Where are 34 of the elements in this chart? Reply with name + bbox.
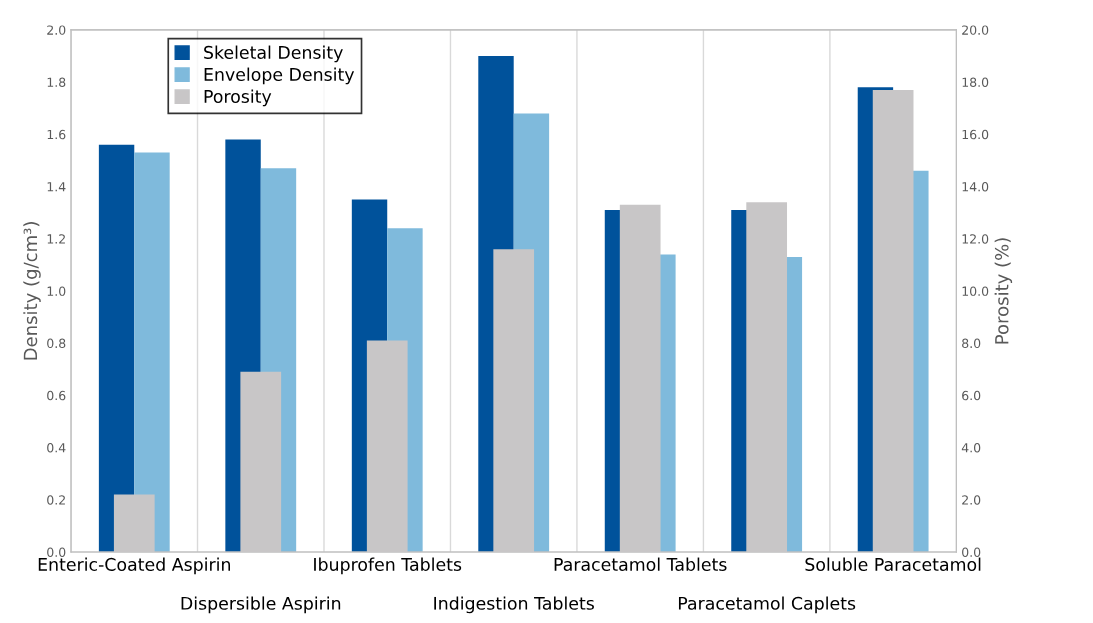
y-tick-label: 2.0 xyxy=(47,25,66,35)
y-tick-label: 0.6 xyxy=(47,390,66,401)
y2-tick-label: 16.0 xyxy=(962,129,989,140)
x-tick-label: Enteric-Coated Aspirin xyxy=(38,557,230,575)
y-tick-label: 1.8 xyxy=(47,77,66,88)
y2-tick-label: 6.0 xyxy=(962,390,981,401)
y-tick-label: 0.8 xyxy=(47,338,66,349)
y2-tick-label: 20.0 xyxy=(962,25,989,35)
y2-tick-label: 12.0 xyxy=(962,234,989,244)
y2-tick-label: 18.0 xyxy=(962,77,989,88)
y2-tick-label: 0.0 xyxy=(962,547,981,557)
y2-axis-title: Porosity (%) xyxy=(994,238,1013,344)
y-tick-label: 0.2 xyxy=(47,495,65,505)
y-axis-title: Density (g/cm³) xyxy=(23,222,41,360)
y2-tick-label: 2.0 xyxy=(962,495,981,505)
x-tick-label: Soluble Paracetamol xyxy=(805,557,981,571)
y-tick-label: 1.0 xyxy=(47,286,66,296)
x-tick-label: Paracetamol Tablets xyxy=(554,557,727,571)
legend-label: Envelope Density xyxy=(204,67,355,85)
y2-tick-label: 14.0 xyxy=(962,182,989,192)
legend-label: Porosity xyxy=(204,89,272,107)
y-tick-label: 0.4 xyxy=(47,443,66,453)
y-tick-label: 1.6 xyxy=(47,129,66,140)
y-tick-label: 1.4 xyxy=(47,182,66,192)
x-tick-label: Dispersible Aspirin xyxy=(181,596,341,614)
y2-tick-label: 4.0 xyxy=(961,443,981,453)
x-tick-label: Indigestion Tablets xyxy=(434,596,594,614)
y2-tick-label: 8.0 xyxy=(962,338,981,349)
x-tick-label: Ibuprofen Tablets xyxy=(314,557,462,575)
y2-tick-label: 10.0 xyxy=(962,286,989,296)
x-tick-label: Paracetamol Caplets xyxy=(678,596,856,614)
y-tick-label: 1.2 xyxy=(47,234,65,244)
legend-label: Skeletal Density xyxy=(204,45,343,63)
y-tick-label: 0.0 xyxy=(47,547,66,557)
